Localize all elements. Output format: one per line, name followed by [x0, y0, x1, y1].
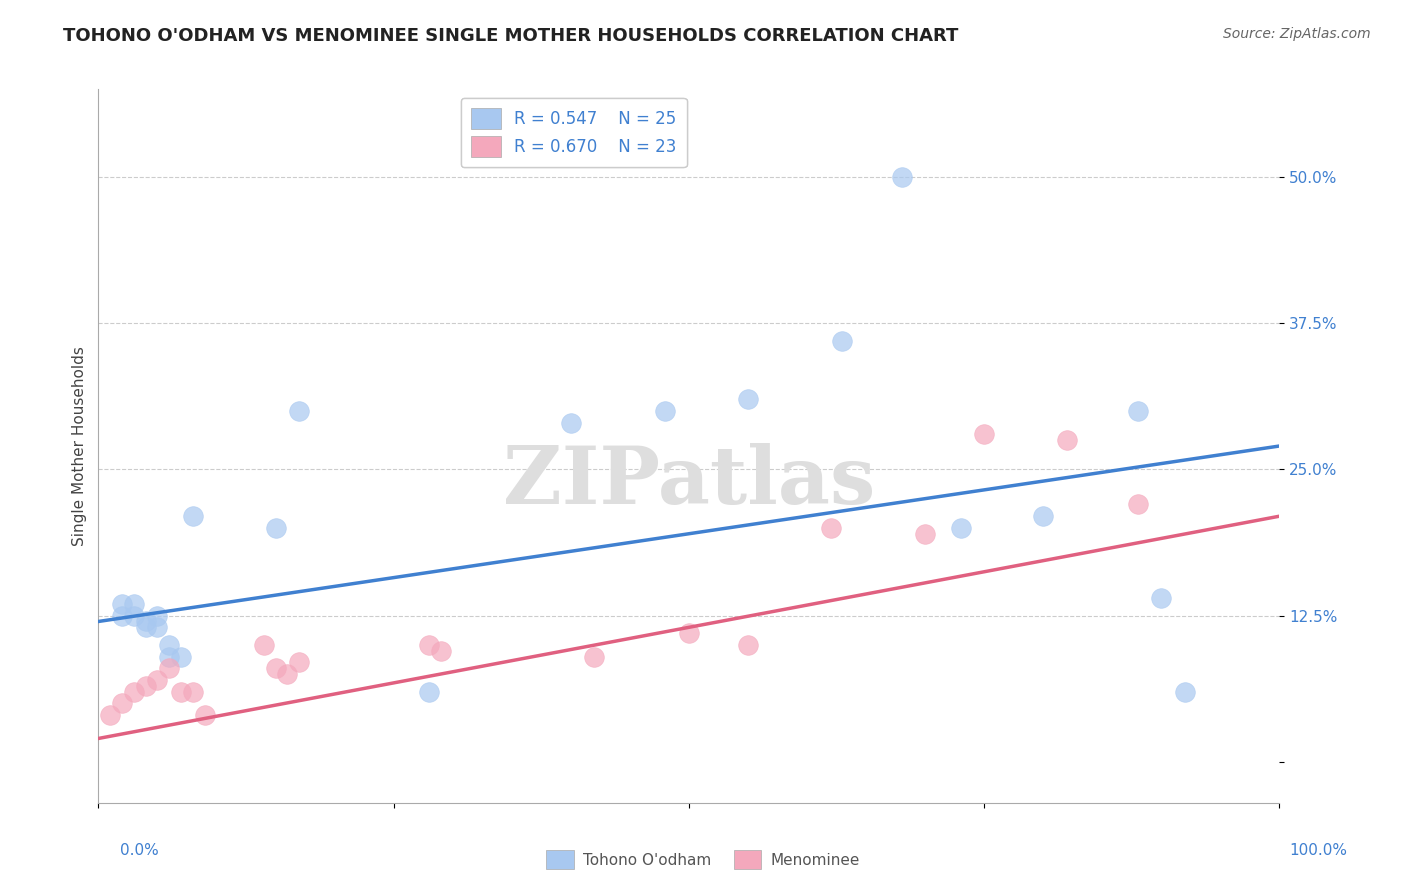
Point — [1126, 498, 1149, 512]
Y-axis label: Single Mother Households: Single Mother Households — [72, 346, 87, 546]
Point — [146, 673, 169, 687]
Point — [170, 649, 193, 664]
Point — [264, 521, 287, 535]
Point — [737, 638, 759, 652]
Point — [418, 638, 440, 652]
Point — [973, 427, 995, 442]
Point — [820, 521, 842, 535]
Point — [276, 667, 298, 681]
Point — [98, 708, 121, 723]
Point — [288, 404, 311, 418]
Point — [560, 416, 582, 430]
Point — [135, 679, 157, 693]
Point — [654, 404, 676, 418]
Point — [914, 526, 936, 541]
Point — [678, 626, 700, 640]
Text: 0.0%: 0.0% — [120, 843, 159, 858]
Point — [135, 620, 157, 634]
Point — [111, 597, 134, 611]
Point — [157, 649, 180, 664]
Point — [170, 684, 193, 698]
Point — [1174, 684, 1197, 698]
Point — [1150, 591, 1173, 605]
Point — [737, 392, 759, 407]
Point — [253, 638, 276, 652]
Point — [288, 656, 311, 670]
Point — [418, 684, 440, 698]
Point — [194, 708, 217, 723]
Point — [949, 521, 972, 535]
Legend: Tohono O'odham, Menominee: Tohono O'odham, Menominee — [540, 844, 866, 875]
Point — [583, 649, 606, 664]
Point — [181, 509, 204, 524]
Point — [157, 638, 180, 652]
Text: 100.0%: 100.0% — [1289, 843, 1347, 858]
Point — [1126, 404, 1149, 418]
Text: ZIPatlas: ZIPatlas — [503, 442, 875, 521]
Point — [122, 684, 145, 698]
Point — [122, 597, 145, 611]
Point — [831, 334, 853, 348]
Text: Source: ZipAtlas.com: Source: ZipAtlas.com — [1223, 27, 1371, 41]
Point — [1056, 433, 1078, 447]
Point — [146, 608, 169, 623]
Legend: R = 0.547    N = 25, R = 0.670    N = 23: R = 0.547 N = 25, R = 0.670 N = 23 — [461, 97, 686, 167]
Point — [111, 608, 134, 623]
Point — [890, 169, 912, 184]
Point — [146, 620, 169, 634]
Point — [181, 684, 204, 698]
Point — [135, 615, 157, 629]
Point — [122, 608, 145, 623]
Point — [111, 697, 134, 711]
Point — [1032, 509, 1054, 524]
Point — [430, 644, 453, 658]
Text: TOHONO O'ODHAM VS MENOMINEE SINGLE MOTHER HOUSEHOLDS CORRELATION CHART: TOHONO O'ODHAM VS MENOMINEE SINGLE MOTHE… — [63, 27, 959, 45]
Point — [264, 661, 287, 675]
Point — [157, 661, 180, 675]
